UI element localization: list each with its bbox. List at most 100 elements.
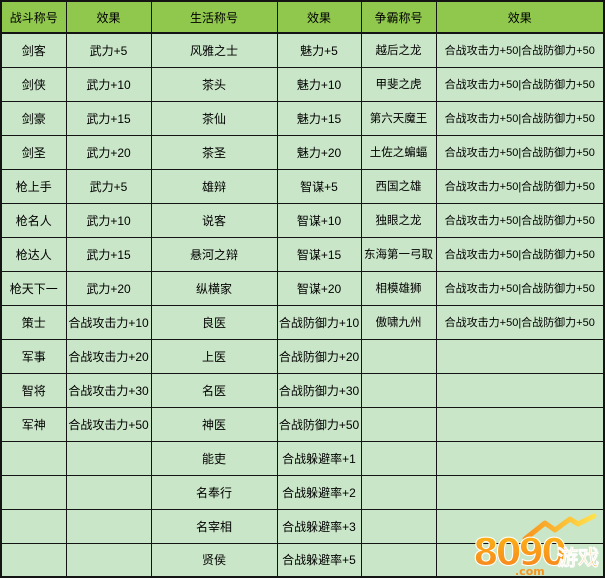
table-row: 枪上手 武力+5 雄辩 智谋+5 西国之雄 合战攻击力+50|合战防御力+50 — [0, 168, 605, 204]
column-header: 战斗称号 — [0, 0, 67, 34]
cell: 甲斐之虎 — [360, 66, 437, 102]
cell: 东海第一弓取 — [360, 236, 437, 272]
cell: 合战攻击力+50|合战防御力+50 — [435, 168, 605, 204]
cell: 合战攻击力+50|合战防御力+50 — [435, 32, 605, 68]
cell: 合战攻击力+10 — [65, 304, 152, 340]
cell: 合战防御力+50 — [276, 406, 362, 442]
cell: 武力+20 — [65, 270, 152, 306]
column-header: 效果 — [65, 0, 152, 34]
cell: 雄辩 — [150, 168, 278, 204]
cell: 说客 — [150, 202, 278, 238]
cell: 合战攻击力+50|合战防御力+50 — [435, 202, 605, 238]
cell: 茶仙 — [150, 100, 278, 136]
cell: 合战攻击力+50|合战防御力+50 — [435, 270, 605, 306]
column-header: 效果 — [276, 0, 362, 34]
cell: 贤侯 — [150, 542, 278, 578]
cell: 合战攻击力+50|合战防御力+50 — [435, 236, 605, 272]
cell: 合战攻击力+50|合战防御力+50 — [435, 66, 605, 102]
cell: 武力+10 — [65, 66, 152, 102]
table-row: 策士 合战攻击力+10 良医 合战防御力+10 傲啸九州 合战攻击力+50|合战防御力+5… — [0, 304, 605, 340]
cell: 枪天下一 — [0, 270, 67, 306]
cell: 智谋+20 — [276, 270, 362, 306]
column-header: 争霸称号 — [360, 0, 437, 34]
cell: 策士 — [0, 304, 67, 340]
cell: 智将 — [0, 372, 67, 408]
column-header: 生活称号 — [150, 0, 278, 34]
cell: 剑豪 — [0, 100, 67, 136]
cell: 茶圣 — [150, 134, 278, 170]
cell — [435, 508, 605, 544]
cell: 独眼之龙 — [360, 202, 437, 238]
cell — [0, 440, 67, 476]
cell: 合战躲避率+2 — [276, 474, 362, 510]
cell: 西国之雄 — [360, 168, 437, 204]
cell: 上医 — [150, 338, 278, 374]
table-row: 能吏 合战躲避率+1 — [0, 440, 605, 476]
cell: 合战攻击力+50|合战防御力+50 — [435, 304, 605, 340]
cell: 神医 — [150, 406, 278, 442]
cell: 相模雄狮 — [360, 270, 437, 306]
cell: 枪达人 — [0, 236, 67, 272]
table-row: 贤侯 合战躲避率+5 — [0, 542, 605, 578]
table-row: 智将 合战攻击力+30 名医 合战防御力+30 — [0, 372, 605, 408]
cell — [0, 474, 67, 510]
cell: 智谋+15 — [276, 236, 362, 272]
cell — [65, 474, 152, 510]
cell: 风雅之士 — [150, 32, 278, 68]
cell: 魅力+15 — [276, 100, 362, 136]
cell: 军事 — [0, 338, 67, 374]
cell — [435, 406, 605, 442]
cell: 武力+15 — [65, 236, 152, 272]
cell: 武力+5 — [65, 168, 152, 204]
cell: 名宰相 — [150, 508, 278, 544]
table-row: 名宰相 合战躲避率+3 — [0, 508, 605, 544]
table-row: 枪名人 武力+10 说客 智谋+10 独眼之龙 合战攻击力+50|合战防御力+50 — [0, 202, 605, 238]
cell: 合战攻击力+30 — [65, 372, 152, 408]
cell — [65, 542, 152, 578]
cell — [0, 542, 67, 578]
cell: 纵横家 — [150, 270, 278, 306]
table-row: 剑豪 武力+15 茶仙 魅力+15 第六天魔王 合战攻击力+50|合战防御力+50 — [0, 100, 605, 136]
cell: 智谋+10 — [276, 202, 362, 238]
cell — [360, 542, 437, 578]
table-row: 枪达人 武力+15 悬河之辩 智谋+15 东海第一弓取 合战攻击力+50|合战防御力+50 — [0, 236, 605, 272]
table-row: 名奉行 合战躲避率+2 — [0, 474, 605, 510]
cell: 武力+10 — [65, 202, 152, 238]
cell: 剑客 — [0, 32, 67, 68]
cell: 枪上手 — [0, 168, 67, 204]
cell — [360, 508, 437, 544]
cell: 良医 — [150, 304, 278, 340]
cell — [0, 508, 67, 544]
cell: 名奉行 — [150, 474, 278, 510]
cell: 武力+20 — [65, 134, 152, 170]
cell — [65, 440, 152, 476]
cell: 剑侠 — [0, 66, 67, 102]
cell — [435, 372, 605, 408]
cell: 军神 — [0, 406, 67, 442]
cell — [360, 372, 437, 408]
cell — [360, 406, 437, 442]
table-body: 剑客 武力+5 风雅之士 魅力+5 越后之龙 合战攻击力+50|合战防御力+50 剑侠 武力+… — [0, 32, 605, 578]
cell: 合战攻击力+50|合战防御力+50 — [435, 134, 605, 170]
column-header: 效果 — [435, 0, 605, 34]
cell: 傲啸九州 — [360, 304, 437, 340]
cell: 合战防御力+10 — [276, 304, 362, 340]
table-row: 剑客 武力+5 风雅之士 魅力+5 越后之龙 合战攻击力+50|合战防御力+50 — [0, 32, 605, 68]
cell: 合战攻击力+50|合战防御力+50 — [435, 100, 605, 136]
table-row: 剑侠 武力+10 茶头 魅力+10 甲斐之虎 合战攻击力+50|合战防御力+50 — [0, 66, 605, 102]
cell: 合战躲避率+5 — [276, 542, 362, 578]
cell: 合战防御力+30 — [276, 372, 362, 408]
cell: 武力+15 — [65, 100, 152, 136]
cell — [435, 474, 605, 510]
cell: 合战攻击力+20 — [65, 338, 152, 374]
cell: 越后之龙 — [360, 32, 437, 68]
table-row: 剑圣 武力+20 茶圣 魅力+20 土佐之蝙蝠 合战攻击力+50|合战防御力+50 — [0, 134, 605, 170]
cell: 合战攻击力+50 — [65, 406, 152, 442]
cell: 第六天魔王 — [360, 100, 437, 136]
cell: 枪名人 — [0, 202, 67, 238]
cell: 合战防御力+20 — [276, 338, 362, 374]
cell: 名医 — [150, 372, 278, 408]
cell — [435, 542, 605, 578]
